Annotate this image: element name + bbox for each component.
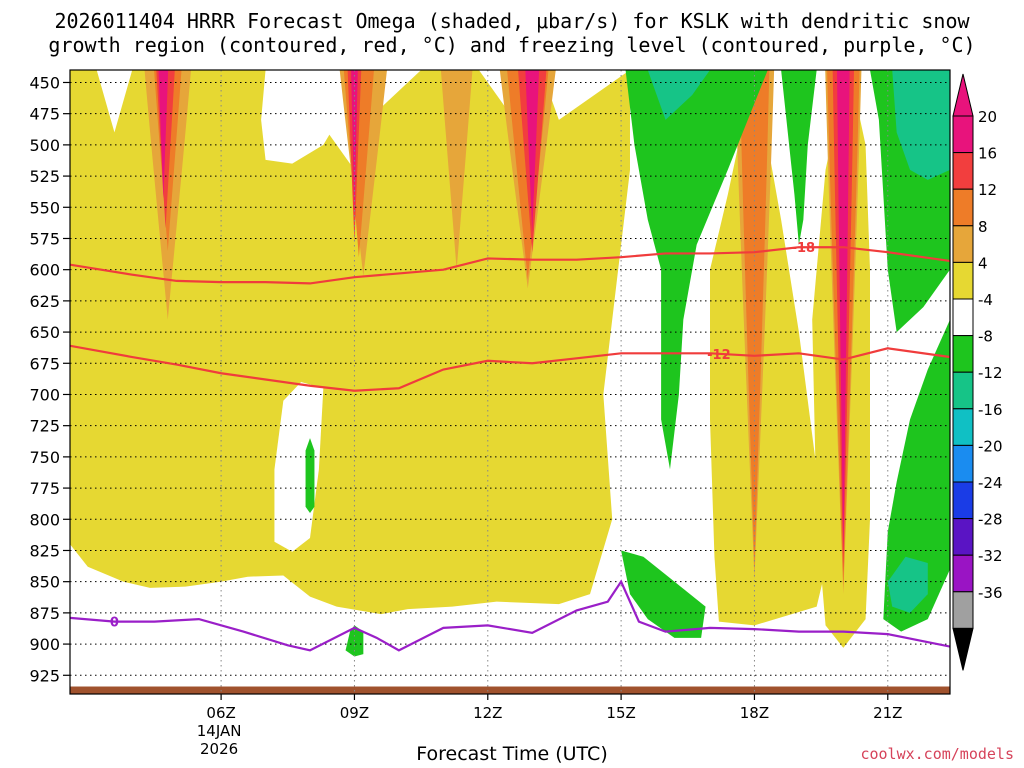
y-tick-label-500: 500 bbox=[29, 136, 60, 155]
omega-teal-9pm bbox=[892, 70, 950, 180]
omega-green-8am-spot bbox=[305, 438, 315, 514]
colorbar-swatch bbox=[952, 408, 974, 446]
colorbar-swatch bbox=[952, 188, 974, 227]
y-tick-label-825: 825 bbox=[29, 541, 60, 560]
colorbar-bottom-arrow bbox=[952, 627, 974, 671]
colorbar-swatch bbox=[952, 481, 974, 520]
x-tick-label-18Z: 18Z bbox=[740, 704, 769, 722]
colorbar-tick-label-4: 4 bbox=[978, 254, 988, 272]
colorbar-tick-label-8: 8 bbox=[978, 218, 988, 236]
omega-green-3pm bbox=[625, 70, 768, 470]
y-tick-label-650: 650 bbox=[29, 323, 60, 342]
omega-pink-9am bbox=[351, 70, 358, 218]
y-tick-label-800: 800 bbox=[29, 510, 60, 529]
colorbar-tick-label-20: 20 bbox=[978, 108, 997, 126]
contour-label-dgz-top: -18 bbox=[792, 241, 816, 256]
y-tick-label-875: 875 bbox=[29, 604, 60, 623]
x-tick-label-15Z: 15Z bbox=[606, 704, 635, 722]
y-tick-label-575: 575 bbox=[29, 229, 60, 248]
omega-green-4pm-low bbox=[621, 550, 706, 638]
colorbar-swatch bbox=[952, 115, 974, 154]
y-tick-label-700: 700 bbox=[29, 385, 60, 404]
contour-lines: -18 -12 0 bbox=[70, 241, 950, 652]
y-tick-label-525: 525 bbox=[29, 167, 60, 186]
colorbar-swatch bbox=[952, 591, 974, 629]
y-axis: 450 475 500 525 550 575 600 625 650 675 700 725 750 7… bbox=[29, 73, 70, 685]
colorbar-swatch bbox=[952, 298, 974, 337]
terrain-band bbox=[70, 686, 950, 694]
omega-light-orange-12 bbox=[440, 70, 473, 270]
omega-teal-3pm bbox=[647, 70, 710, 120]
y-tick-label-725: 725 bbox=[29, 417, 60, 436]
colorbar-swatch bbox=[952, 152, 974, 190]
colorbar-top-arrow bbox=[952, 73, 974, 117]
omega-pink-1pm bbox=[525, 70, 540, 233]
colorbar-tick-label--20: -20 bbox=[978, 437, 1003, 455]
y-tick-label-600: 600 bbox=[29, 261, 60, 280]
contour-label-freezing-level: 0 bbox=[110, 616, 119, 631]
omega-pink-8pm bbox=[837, 70, 850, 555]
title-line-2: growth region (contoured, red, °C) and f… bbox=[48, 33, 976, 57]
colorbar-swatch bbox=[952, 554, 974, 593]
colorbar-tick-label-12: 12 bbox=[978, 181, 997, 199]
y-tick-label-450: 450 bbox=[29, 73, 60, 92]
colorbar-swatch bbox=[952, 444, 974, 483]
colorbar-tick-label-16: 16 bbox=[978, 145, 997, 163]
title-line-1: 2026011404 HRRR Forecast Omega (shaded, … bbox=[54, 9, 970, 33]
contour-freezing-level bbox=[70, 579, 950, 652]
omega-yellow-envelope bbox=[70, 70, 630, 615]
colorbar-swatch bbox=[952, 371, 974, 410]
omega-orange-6pm bbox=[739, 70, 770, 570]
colorbar-tick-label--8: -8 bbox=[978, 328, 993, 346]
grid-lines bbox=[70, 70, 950, 694]
omega-shading bbox=[70, 70, 950, 694]
y-tick-label-900: 900 bbox=[29, 635, 60, 654]
contour-dgz-bottom bbox=[70, 344, 950, 392]
colorbar: 20 16 12 8 4 -4 -8 -12 -16 -20 -24 -28 -32 -36 bbox=[952, 73, 1003, 671]
y-tick-label-775: 775 bbox=[29, 479, 60, 498]
y-tick-label-925: 925 bbox=[29, 666, 60, 685]
colorbar-swatch bbox=[952, 335, 974, 373]
omega-pink-5am bbox=[158, 70, 169, 199]
x-tick-label-09Z: 09Z bbox=[340, 704, 369, 722]
colorbar-tick-label--28: -28 bbox=[978, 511, 1003, 529]
omega-green-10pm-low bbox=[883, 319, 950, 632]
y-tick-label-550: 550 bbox=[29, 198, 60, 217]
plot-frame bbox=[69, 69, 951, 695]
colorbar-swatch bbox=[952, 261, 974, 300]
x-tick-label-12Z: 12Z bbox=[473, 704, 502, 722]
y-tick-label-750: 750 bbox=[29, 448, 60, 467]
y-tick-label-475: 475 bbox=[29, 105, 60, 124]
colorbar-tick-label--12: -12 bbox=[978, 364, 1003, 382]
colorbar-tick-label--32: -32 bbox=[978, 547, 1003, 565]
colorbar-tick-label--4: -4 bbox=[978, 291, 993, 309]
contour-dgz-top bbox=[70, 246, 950, 285]
x-tick-label-21Z: 21Z bbox=[873, 704, 902, 722]
x-tick-label-06Z: 06Z bbox=[206, 704, 235, 722]
y-tick-label-675: 675 bbox=[29, 354, 60, 373]
colorbar-swatch bbox=[952, 518, 974, 556]
x-tick-date: 14JAN bbox=[197, 722, 242, 740]
omega-yellow-right-1 bbox=[710, 107, 826, 626]
x-axis-label: Forecast Time (UTC) bbox=[416, 743, 608, 765]
omega-teal-10pm-low bbox=[887, 556, 928, 613]
omega-white-hole-upper bbox=[261, 70, 346, 164]
contour-label-dgz-bottom: -12 bbox=[707, 348, 731, 363]
colorbar-swatch bbox=[952, 225, 974, 263]
x-tick-year: 2026 bbox=[200, 740, 238, 758]
colorbar-tick-label--16: -16 bbox=[978, 401, 1003, 419]
colorbar-tick-label--24: -24 bbox=[978, 474, 1003, 492]
credit-link[interactable]: coolwx.com/models bbox=[860, 745, 1014, 763]
y-tick-label-625: 625 bbox=[29, 292, 60, 311]
colorbar-tick-label--36: -36 bbox=[978, 584, 1003, 602]
y-tick-label-850: 850 bbox=[29, 573, 60, 592]
